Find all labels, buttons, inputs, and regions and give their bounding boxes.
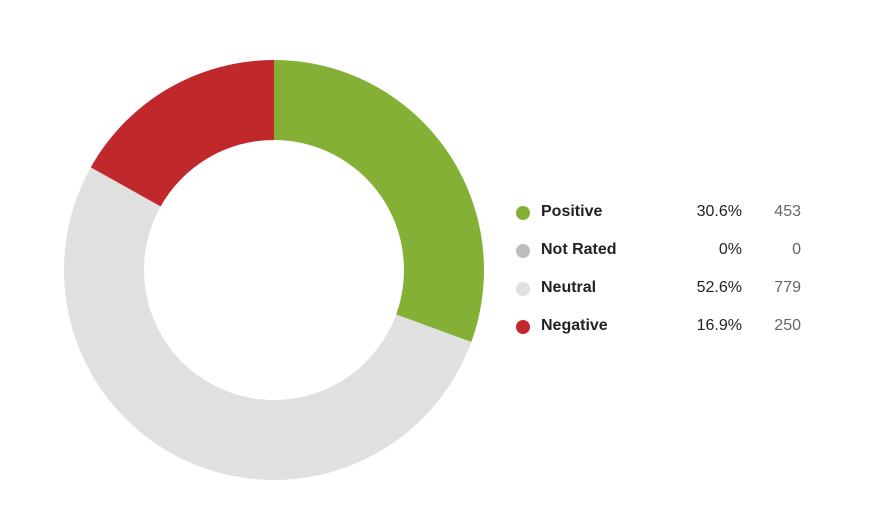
legend-count: 0 (792, 241, 801, 258)
legend-count: 779 (774, 279, 801, 296)
legend-item-positive[interactable]: Positive 30.6% 453 (512, 193, 812, 231)
neutral-dot-icon (516, 282, 530, 296)
legend-item-neutral[interactable]: Neutral 52.6% 779 (512, 269, 812, 307)
legend-percentage: 16.9% (696, 317, 742, 334)
legend-label: Not Rated (541, 241, 617, 258)
not-rated-dot-icon (516, 244, 530, 258)
legend-percentage: 30.6% (696, 203, 742, 220)
legend-label: Negative (541, 317, 608, 334)
negative-dot-icon (516, 320, 530, 334)
legend-percentage: 0% (718, 241, 742, 258)
legend: Positive 30.6% 453 Not Rated 0% 0 Neutra… (512, 193, 812, 345)
legend-label: Positive (541, 203, 603, 220)
donut-slice-positive[interactable] (274, 60, 484, 342)
legend-count: 453 (774, 203, 801, 220)
legend-item-not-rated[interactable]: Not Rated 0% 0 (512, 231, 812, 269)
positive-dot-icon (516, 206, 530, 220)
donut-slice-neutral[interactable] (63, 167, 472, 481)
legend-count: 250 (774, 317, 801, 334)
donut-chart (63, 60, 484, 481)
legend-label: Neutral (541, 279, 597, 296)
donut-slice-negative[interactable] (90, 60, 274, 207)
legend-percentage: 52.6% (696, 279, 742, 296)
legend-item-negative[interactable]: Negative 16.9% 250 (512, 307, 812, 345)
